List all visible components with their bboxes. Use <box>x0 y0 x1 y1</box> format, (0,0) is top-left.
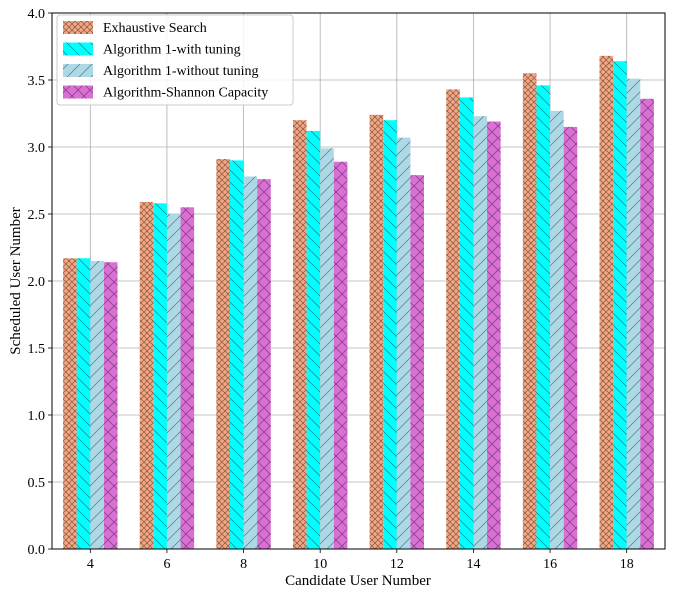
bar <box>487 121 501 549</box>
y-tick-label: 0.0 <box>28 543 46 558</box>
x-tick-label: 14 <box>466 557 480 572</box>
y-tick-label: 2.5 <box>28 208 46 223</box>
bars <box>63 55 654 550</box>
legend-swatch <box>63 42 93 56</box>
y-tick-label: 4.0 <box>28 7 46 22</box>
bar <box>139 201 154 549</box>
bar <box>63 258 77 549</box>
x-tick-label: 18 <box>620 557 634 572</box>
x-tick-label: 8 <box>240 557 247 572</box>
bar <box>306 130 321 550</box>
bar <box>216 159 230 549</box>
bar <box>613 61 627 550</box>
x-tick-label: 12 <box>390 557 404 572</box>
bar <box>383 120 397 549</box>
bar <box>333 161 348 550</box>
bar <box>626 78 641 549</box>
bar <box>292 120 307 549</box>
x-tick-label: 4 <box>87 557 94 572</box>
bar <box>446 89 460 549</box>
legend-swatch <box>63 85 93 99</box>
y-tick-label: 1.0 <box>28 409 46 424</box>
bar <box>550 110 564 549</box>
y-tick-label: 0.5 <box>28 476 46 491</box>
bar <box>599 55 614 549</box>
bar <box>473 116 488 550</box>
legend-label: Exhaustive Search <box>103 21 207 36</box>
legend-label: Algorithm-Shannon Capacity <box>103 86 268 101</box>
y-tick-label: 2.0 <box>28 275 46 290</box>
x-tick-label: 10 <box>313 557 327 572</box>
bar <box>396 137 411 549</box>
legend-swatch <box>63 64 93 77</box>
axes-frame <box>51 12 666 550</box>
bar <box>243 176 258 550</box>
x-tick-label: 6 <box>163 557 170 572</box>
bar <box>103 262 118 549</box>
legend-swatch <box>63 21 93 34</box>
bar <box>563 126 578 550</box>
bar <box>229 160 244 549</box>
bar <box>410 175 425 549</box>
x-tick-label: 16 <box>543 557 557 572</box>
y-tick-label: 3.0 <box>28 141 46 156</box>
y-tick-label: 3.5 <box>28 74 46 89</box>
y-axis-label: Scheduled User Number <box>8 207 24 354</box>
bar <box>320 148 334 549</box>
bar <box>522 73 537 550</box>
bar <box>166 214 181 549</box>
legend-label: Algorithm 1-with tuning <box>103 43 241 58</box>
bar <box>536 85 551 550</box>
bar <box>257 179 271 549</box>
bar <box>369 114 384 549</box>
bar <box>90 260 104 549</box>
bar <box>459 97 474 550</box>
y-tick-label: 1.5 <box>28 342 46 357</box>
bar <box>180 207 195 550</box>
legend-box <box>56 14 294 106</box>
x-axis-label: Candidate User Number <box>285 573 431 589</box>
axes: 0.0 0.5 1.0 1.5 2.0 2.5 3.0 3.5 4.0 4 6 8 10 12 14 16 18 <box>28 7 666 572</box>
bar <box>153 203 167 549</box>
bar <box>640 98 654 549</box>
bar <box>76 258 91 549</box>
legend-label: Algorithm 1-without tuning <box>103 64 259 79</box>
legend: Exhaustive Search Algorithm 1-with tuning… <box>56 14 294 106</box>
